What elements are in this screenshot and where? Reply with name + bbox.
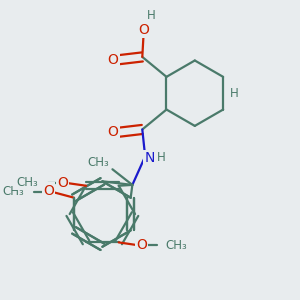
Text: N: N [144, 151, 154, 165]
Text: O: O [108, 53, 118, 67]
Text: O: O [43, 184, 54, 198]
Text: O: O [136, 238, 147, 252]
Text: H: H [146, 9, 155, 22]
Text: CH₃: CH₃ [166, 239, 188, 252]
Text: O: O [108, 125, 118, 139]
Text: CH₃: CH₃ [88, 156, 110, 169]
Text: CH₃: CH₃ [16, 176, 38, 189]
Text: O: O [57, 176, 68, 190]
Text: CH₃: CH₃ [2, 185, 24, 198]
Text: H: H [157, 152, 166, 164]
Text: O: O [138, 23, 149, 37]
Text: H: H [230, 87, 239, 100]
